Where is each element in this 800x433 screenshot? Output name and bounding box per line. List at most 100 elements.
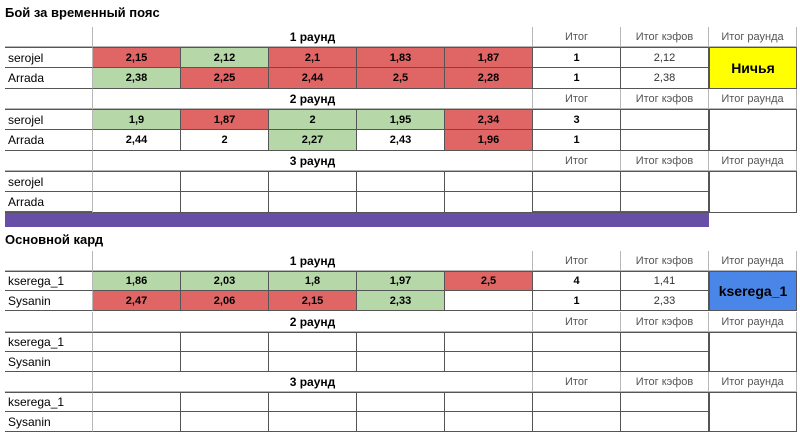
total-header: Итог <box>533 312 621 332</box>
score: 2,25 <box>181 68 269 89</box>
score <box>181 412 269 432</box>
total-header: Итог <box>533 151 621 171</box>
result-header: Итог раунда <box>709 89 797 109</box>
score <box>93 171 181 192</box>
score: 2,27 <box>269 130 357 151</box>
score <box>357 412 445 432</box>
coef-header: Итог кэфов <box>621 27 709 47</box>
score <box>357 192 445 213</box>
score <box>445 171 533 192</box>
player-name: Arrada <box>5 192 93 213</box>
cell <box>5 251 93 271</box>
score <box>357 171 445 192</box>
round-label: 3 раунд <box>93 151 533 171</box>
score <box>357 352 445 372</box>
score: 2 <box>269 109 357 130</box>
total-header: Итог <box>533 251 621 271</box>
player-name: Sysanin <box>5 352 93 372</box>
total-header: Итог <box>533 27 621 47</box>
score: 1,83 <box>357 47 445 68</box>
score: 2,38 <box>93 68 181 89</box>
round-total <box>533 192 621 213</box>
result-header: Итог раунда <box>709 312 797 332</box>
round-result <box>709 332 797 372</box>
score: 1,96 <box>445 130 533 151</box>
score <box>181 192 269 213</box>
round-label: 2 раунд <box>93 312 533 332</box>
coef-header: Итог кэфов <box>621 372 709 392</box>
round-label: 2 раунд <box>93 89 533 109</box>
player-name: kserega_1 <box>5 392 93 412</box>
coef-header: Итог кэфов <box>621 251 709 271</box>
coef-header: Итог кэфов <box>621 89 709 109</box>
section-title: Основной кард <box>5 231 104 247</box>
score <box>445 352 533 372</box>
player-name: Arrada <box>5 68 93 89</box>
score <box>93 412 181 432</box>
score <box>357 392 445 412</box>
score <box>269 192 357 213</box>
coef-total <box>621 412 709 432</box>
coef-total: 1,41 <box>621 271 709 291</box>
score: 2,44 <box>269 68 357 89</box>
player-name: Sysanin <box>5 412 93 432</box>
score <box>269 352 357 372</box>
coef-total <box>621 332 709 352</box>
round-total <box>533 392 621 412</box>
score: 2,34 <box>445 109 533 130</box>
cell <box>5 312 93 332</box>
score: 2,1 <box>269 47 357 68</box>
score <box>269 332 357 352</box>
player-name: kserega_1 <box>5 332 93 352</box>
score <box>269 171 357 192</box>
round-label: 1 раунд <box>93 251 533 271</box>
round-result: Ничья <box>709 47 797 89</box>
score: 2,44 <box>93 130 181 151</box>
score: 2,12 <box>181 47 269 68</box>
coef-total <box>621 192 709 213</box>
score: 2,15 <box>93 47 181 68</box>
score <box>357 332 445 352</box>
score: 2,5 <box>445 271 533 291</box>
round-result <box>709 109 797 151</box>
score <box>181 171 269 192</box>
total-header: Итог <box>533 372 621 392</box>
round-total <box>533 171 621 192</box>
round-label: 3 раунд <box>93 372 533 392</box>
total-header: Итог <box>533 89 621 109</box>
coef-total <box>621 392 709 412</box>
coef-total: 2,12 <box>621 47 709 68</box>
player-name: serojel <box>5 109 93 130</box>
score: 1,87 <box>181 109 269 130</box>
score <box>445 412 533 432</box>
round-result: kserega_1 <box>709 271 797 311</box>
round-total: 1 <box>533 68 621 89</box>
score: 1,95 <box>357 109 445 130</box>
score: 2,03 <box>181 271 269 291</box>
score <box>445 392 533 412</box>
cell <box>5 372 93 392</box>
coef-header: Итог кэфов <box>621 151 709 171</box>
coef-total: 2,33 <box>621 291 709 311</box>
score: 1,9 <box>93 109 181 130</box>
score: 2,43 <box>357 130 445 151</box>
round-total: 4 <box>533 271 621 291</box>
round-total <box>533 412 621 432</box>
player-name: Arrada <box>5 130 93 151</box>
score <box>181 332 269 352</box>
player-name: kserega_1 <box>5 271 93 291</box>
cell <box>5 27 93 47</box>
round-total <box>533 352 621 372</box>
score <box>445 291 533 311</box>
round-total: 1 <box>533 291 621 311</box>
score: 2,06 <box>181 291 269 311</box>
score: 2,33 <box>357 291 445 311</box>
score: 1,97 <box>357 271 445 291</box>
score <box>445 192 533 213</box>
score <box>93 352 181 372</box>
score: 1,86 <box>93 271 181 291</box>
coef-header: Итог кэфов <box>621 312 709 332</box>
coef-total: 2,38 <box>621 68 709 89</box>
score <box>445 332 533 352</box>
